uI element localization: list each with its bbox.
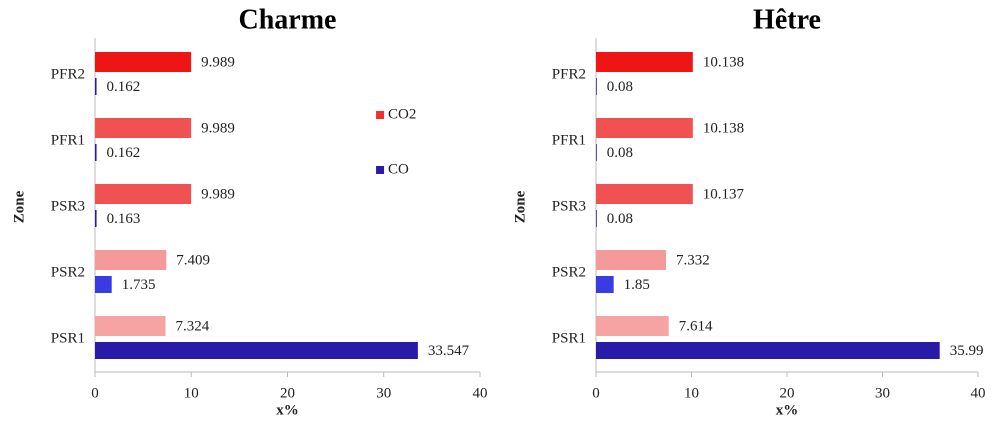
bar: [596, 342, 940, 359]
bar: [596, 144, 597, 161]
bar: [95, 118, 192, 138]
value-label: 0.162: [107, 79, 141, 95]
y-tick-label: PSR2: [51, 264, 85, 280]
bar: [596, 78, 597, 95]
bar: [596, 250, 667, 270]
legend-swatch: [376, 111, 385, 119]
value-label: 9.989: [201, 120, 235, 136]
bar: [95, 52, 192, 72]
bar: [596, 316, 669, 336]
x-axis-label: x%: [276, 402, 299, 418]
value-label: 0.163: [107, 211, 141, 227]
y-tick-label: PSR2: [552, 264, 586, 280]
bar: [596, 276, 614, 293]
value-label: 9.989: [201, 54, 235, 70]
x-tick-label: 10: [684, 385, 699, 401]
value-label: 7.409: [176, 252, 210, 268]
y-tick-label: PSR3: [51, 198, 85, 214]
x-tick-label: 20: [280, 385, 295, 401]
value-label: 10.137: [703, 186, 745, 202]
bar: [95, 316, 166, 336]
chart-title: Charme: [239, 4, 337, 35]
chart-title: Hêtre: [753, 4, 821, 35]
y-tick-label: PFR1: [51, 132, 85, 148]
y-tick-label: PSR1: [552, 330, 586, 346]
y-tick-label: PFR2: [51, 66, 85, 82]
value-label: 7.332: [676, 252, 710, 268]
x-tick-label: 20: [780, 385, 795, 401]
value-label: 0.08: [607, 145, 633, 161]
y-tick-label: PFR1: [552, 132, 586, 148]
x-tick-label: 40: [473, 385, 488, 401]
bar: [95, 184, 192, 204]
legend-swatch: [376, 166, 385, 174]
bar: [95, 144, 97, 161]
value-label: 0.08: [607, 211, 633, 227]
bar: [95, 78, 97, 95]
value-label: 35.99: [950, 343, 984, 359]
y-tick-label: PSR1: [51, 330, 85, 346]
x-tick-label: 10: [184, 385, 199, 401]
value-label: 1.85: [624, 277, 650, 293]
bar: [596, 210, 597, 227]
x-tick-label: 30: [875, 385, 890, 401]
bar: [95, 342, 418, 359]
value-label: 10.138: [703, 120, 744, 136]
y-axis-label: Zone: [11, 190, 27, 223]
bar: [596, 118, 693, 138]
bar: [95, 210, 97, 227]
bar: [596, 184, 693, 204]
y-tick-label: PFR2: [552, 66, 586, 82]
value-label: 7.614: [679, 318, 713, 334]
x-tick-label: 0: [592, 385, 600, 401]
value-label: 9.989: [201, 186, 235, 202]
y-tick-label: PSR3: [552, 198, 586, 214]
value-label: 0.162: [107, 145, 141, 161]
x-tick-label: 0: [91, 385, 99, 401]
value-label: 0.08: [607, 79, 633, 95]
bar: [95, 276, 112, 293]
value-label: 10.138: [703, 54, 744, 70]
bar: [596, 52, 693, 72]
value-label: 7.324: [175, 318, 209, 334]
value-label: 1.735: [122, 277, 156, 293]
value-label: 33.547: [428, 343, 470, 359]
y-axis-label: Zone: [512, 190, 528, 223]
bar: [95, 250, 167, 270]
x-tick-label: 40: [971, 385, 986, 401]
x-axis-label: x%: [776, 402, 799, 418]
legend-label: CO2: [388, 106, 416, 122]
x-tick-label: 30: [376, 385, 391, 401]
legend-label: CO: [388, 161, 409, 177]
